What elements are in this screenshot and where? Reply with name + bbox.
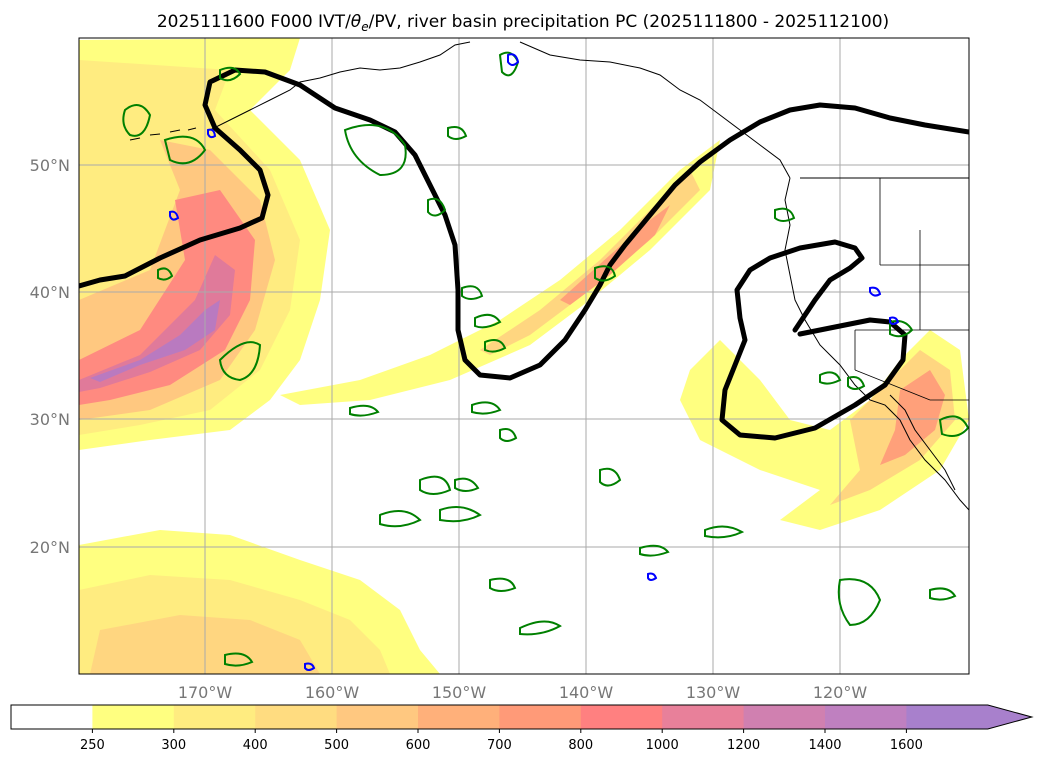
- colorbar-outline: [10, 704, 1034, 730]
- pv-contour-coast-6: [929, 587, 957, 601]
- pv-contour-sub-14: [639, 544, 670, 557]
- colorbar-tick-label: 800: [568, 738, 593, 753]
- lon-label: 120°W: [813, 683, 868, 702]
- pv-contour-sub-10: [837, 578, 882, 627]
- colorbar-extend-fill: [987, 705, 1032, 729]
- pv-contour-sub-3: [499, 428, 518, 442]
- colorbar-tick-label: 500: [324, 738, 349, 753]
- colorbar-tick-label: 1600: [890, 738, 923, 753]
- pv-contour-sub-4: [419, 475, 452, 495]
- theta-e-contour-cutoff-low: [719, 239, 908, 441]
- pv-contour-central-2: [474, 313, 502, 329]
- baja-california-coast: [889, 394, 956, 491]
- precip-contour-6: [647, 572, 658, 581]
- pv-contour-sub-12: [224, 652, 254, 667]
- colorbar-tick-label: 300: [161, 738, 186, 753]
- pv-contour-sub-5: [454, 477, 480, 492]
- lat-label: 20°N: [30, 538, 70, 557]
- lon-label: 140°W: [559, 683, 614, 702]
- colorbar-segment: [92, 705, 175, 729]
- colorbar-segment: [336, 705, 419, 729]
- west-coast-north-america: [784, 177, 969, 511]
- pv-contour-sub-6: [599, 467, 622, 487]
- theta-e-contour-main: [79, 67, 969, 381]
- colorbar-segment: [743, 705, 826, 729]
- pv-contour-central-1: [461, 285, 484, 300]
- colorbar-tick-label: 1200: [727, 738, 760, 753]
- colorbar-segment: [173, 705, 256, 729]
- coastlines: [129, 41, 969, 511]
- pv-contour-gulf-2: [427, 197, 447, 217]
- pv-contour-coast-4: [819, 371, 842, 385]
- colorbar-tick-label: 600: [406, 738, 431, 753]
- precip-contour-5: [889, 316, 900, 325]
- pv-contour-west-1: [218, 341, 262, 382]
- precip-contours: [169, 53, 900, 671]
- precip-contour-4: [869, 286, 882, 297]
- ivt-region-west-800: [79, 190, 255, 405]
- lon-label: 130°W: [686, 683, 741, 702]
- precip-contour-7: [304, 662, 316, 671]
- colorbar: 250 300 400 500 600 700 800 1000 1200 1400 1600: [10, 704, 1034, 753]
- map-panel: [78, 37, 970, 675]
- lon-label: 150°W: [432, 683, 487, 702]
- chart-title: 2025111600 F000 IVT/θe/PV, river basin p…: [157, 12, 889, 34]
- colorbar-segment: [580, 705, 663, 729]
- longitude-labels: 170°W 160°W 150°W 140°W 130°W 120°W: [178, 683, 868, 702]
- map-frame: [78, 37, 970, 675]
- precip-contour-2: [169, 210, 180, 221]
- pv-contour-central-3: [484, 339, 507, 353]
- pv-contour-aleutian-1: [122, 104, 152, 137]
- ivt-region-central-400: [480, 170, 700, 355]
- precip-contour-1: [507, 53, 520, 66]
- gridlines: [79, 38, 969, 674]
- colorbar-tick-label: 700: [487, 738, 512, 753]
- pv-contour-coast-2: [938, 415, 969, 437]
- pv-contour-coast-3: [774, 207, 796, 222]
- pv-contour-sub-11: [519, 620, 562, 636]
- colorbar-tick-label: 1000: [646, 738, 679, 753]
- colorbar-tick-label: 400: [243, 738, 268, 753]
- aleutian-islands: [129, 127, 197, 141]
- pv-contour-west-2: [157, 267, 174, 281]
- pv-contour-aleutian-2: [163, 135, 207, 165]
- colorbar-tick-label: 250: [80, 738, 105, 753]
- colorbar-segment: [418, 705, 500, 729]
- colorbar-segment: [11, 705, 93, 729]
- pv-contour-sub-8: [439, 505, 482, 523]
- lat-label: 50°N: [30, 156, 70, 175]
- colorbar-segment: [662, 705, 745, 729]
- pv-contour-sub-2: [471, 401, 502, 415]
- pv-contour-gulf-3: [447, 126, 468, 140]
- ivt-region-central-250: [280, 140, 720, 405]
- ivt-region-west-1400: [90, 300, 220, 382]
- colorbar-segment: [499, 705, 582, 729]
- pv-contour-sub-9: [704, 525, 745, 539]
- pv-contour-gulf-1: [343, 124, 407, 177]
- lon-label: 160°W: [305, 683, 360, 702]
- latitude-labels: 50°N 40°N 30°N 20°N: [30, 156, 70, 557]
- lon-label: 170°W: [178, 683, 233, 702]
- alaska-peninsula-coast: [209, 41, 471, 131]
- colorbar-tick-label: 1400: [808, 738, 841, 753]
- ivt-region-east-700: [880, 370, 945, 465]
- pv-contour-sub-7: [379, 510, 422, 528]
- pv-contour-aleutian-3: [219, 66, 242, 82]
- lat-label: 40°N: [30, 283, 70, 302]
- colorbar-segment: [825, 705, 907, 729]
- colorbar-segment: [906, 705, 989, 729]
- pv-contour-sub-1: [349, 404, 380, 417]
- precip-contour-3: [207, 128, 217, 139]
- lat-label: 30°N: [30, 410, 70, 429]
- pv-contour-central-4: [594, 265, 617, 282]
- colorbar-segment: [255, 705, 338, 729]
- theta-e-contours: [79, 67, 969, 441]
- pv-contour-coast-5: [847, 376, 866, 390]
- pv-contour-sub-13: [489, 577, 517, 592]
- gulf-of-alaska-coast: [519, 41, 791, 179]
